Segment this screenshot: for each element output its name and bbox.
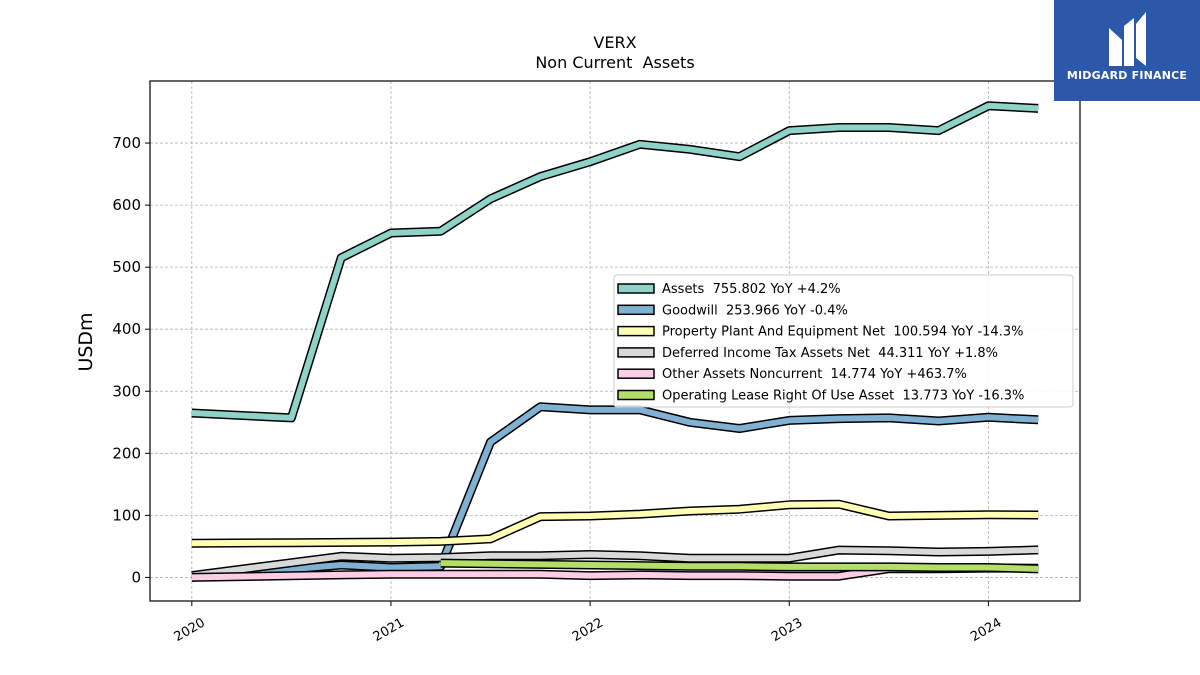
chart-subtitle: Non Current Assets: [535, 53, 694, 72]
series-stroke: [191, 102, 1039, 421]
series-1-line: [191, 101, 1039, 423]
legend: Assets 755.802 YoY +4.2% Goodwill 253.966…: [613, 274, 1074, 408]
brand-logo: MIDGARD FINANCE: [1054, 0, 1200, 101]
legend-label: Property Plant And Equipment Net 100.594…: [662, 325, 1023, 340]
legend-box: [613, 274, 1074, 408]
legend-swatch: [617, 389, 655, 401]
legend-label: Goodwill 253.966 YoY -0.4%: [662, 303, 848, 318]
y-tick-label: 300: [112, 382, 141, 400]
logo-text: MIDGARD FINANCE: [1066, 69, 1188, 82]
legend-label: Deferred Income Tax Assets Net 44.311 Yo…: [662, 346, 998, 361]
series-lines: [191, 101, 1039, 582]
legend-swatch: [617, 283, 655, 294]
series-stroke: [191, 546, 1039, 579]
series-2-line: [191, 402, 1039, 582]
plot-frame: [149, 80, 1081, 602]
chart-title: VERX: [593, 33, 636, 52]
series-4-line: [191, 545, 1039, 581]
legend-swatch: [617, 325, 655, 337]
x-tick-label: 2020: [172, 615, 208, 645]
y-axis-label: USDm: [75, 312, 97, 371]
y-tick-label: 100: [112, 506, 141, 524]
legend-label: Assets 755.802 YoY +4.2%: [662, 282, 841, 297]
midgard-logo-icon: [1109, 12, 1146, 66]
x-tick-label: 2024: [968, 615, 1004, 645]
x-tick-label: 2023: [769, 615, 805, 645]
y-tick-label: 0: [131, 568, 141, 586]
legend-label: Operating Lease Right Of Use Asset 13.77…: [662, 389, 1024, 404]
series-stroke: [191, 501, 1039, 547]
x-tick-label: 2022: [570, 615, 606, 645]
y-tick-label: 400: [112, 320, 141, 338]
y-tick-label: 500: [112, 258, 141, 276]
legend-label: Other Assets Noncurrent 14.774 YoY +463.…: [662, 367, 967, 382]
y-tick-label: 600: [112, 196, 141, 214]
series-outline: [191, 499, 1039, 548]
series-stroke: [440, 560, 1039, 572]
legend-swatch: [617, 347, 655, 358]
y-tick-label: 200: [112, 444, 141, 462]
y-tick-label: 700: [112, 134, 141, 152]
series-6-line: [440, 558, 1039, 574]
series-stroke: [191, 403, 1039, 581]
legend-swatch: [617, 304, 655, 316]
legend-swatch: [617, 368, 655, 379]
series-3-line: [191, 499, 1039, 548]
x-tick-label: 2021: [371, 615, 407, 645]
